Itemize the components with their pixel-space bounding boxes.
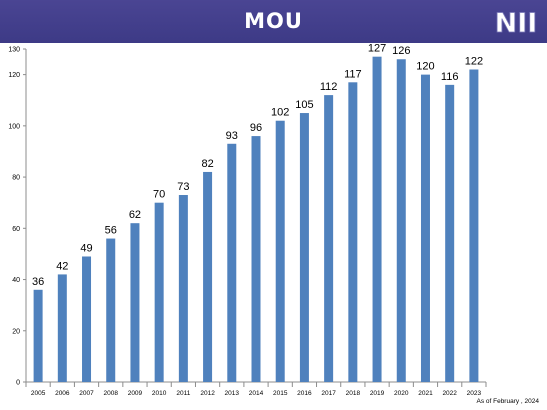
y-tick-label: 80 (12, 175, 20, 182)
footnote: As of February , 2024 (476, 398, 539, 405)
title-banner (0, 0, 547, 43)
data-label-2012: 82 (201, 158, 213, 170)
y-tick-label: 0 (16, 380, 20, 387)
x-tick-label: 2013 (225, 390, 240, 397)
data-label-2020: 126 (392, 45, 410, 57)
data-label-2006: 42 (56, 260, 68, 272)
x-tick-label: 2009 (128, 390, 143, 397)
bar-2007 (82, 256, 92, 382)
data-label-2015: 102 (271, 107, 289, 119)
data-label-2007: 49 (80, 242, 92, 254)
x-tick-label: 2005 (31, 390, 46, 397)
bar-2022 (445, 84, 455, 382)
x-tick-label: 2019 (370, 390, 385, 397)
bar-2023 (469, 69, 479, 382)
nii-logo-icon: NII (495, 8, 537, 36)
data-label-2019: 127 (368, 43, 386, 55)
data-label-2008: 56 (105, 225, 117, 237)
bar-2019 (372, 56, 382, 382)
data-label-2005: 36 (32, 276, 44, 288)
data-label-2014: 96 (250, 122, 262, 134)
x-tick-label: 2014 (249, 390, 264, 397)
x-tick-label: 2021 (418, 390, 433, 397)
bar-2006 (57, 274, 67, 382)
svg-text:NII: NII (495, 8, 537, 36)
x-tick-label: 2007 (79, 390, 94, 397)
data-label-2023: 122 (465, 55, 483, 67)
bar-2014 (251, 136, 261, 382)
x-tick-label: 2012 (200, 390, 215, 397)
y-axis: 0 20 40 60 80 100 120 130 (8, 47, 27, 387)
x-tick-label: 2008 (104, 390, 119, 397)
bar-2005 (33, 289, 43, 382)
bars (33, 56, 479, 383)
data-label-2011: 73 (177, 181, 189, 193)
bar-2012 (203, 171, 213, 382)
y-tick-label: 40 (12, 277, 20, 284)
y-tick-label: 130 (8, 47, 20, 54)
x-tick-label: 2015 (273, 390, 288, 397)
y-tick-label: 20 (12, 328, 20, 335)
bar-2015 (275, 120, 285, 382)
x-tick-label: 2017 (321, 390, 336, 397)
page-title: MOU (244, 9, 303, 33)
bar-2021 (420, 74, 430, 382)
x-tick-label: 2011 (176, 390, 190, 397)
y-tick-label: 100 (8, 123, 20, 130)
x-tick-label: 2018 (346, 390, 361, 397)
y-tick-label: 60 (12, 226, 20, 233)
bar-2020 (396, 59, 406, 382)
bar-2017 (324, 95, 334, 382)
bar-2018 (348, 82, 358, 383)
bar-2011 (178, 195, 188, 382)
data-label-2022: 116 (441, 71, 459, 83)
x-tick-label: 2023 (467, 390, 482, 397)
data-label-2017: 112 (320, 81, 338, 93)
x-tick-label: 2020 (394, 390, 409, 397)
data-label-2009: 62 (129, 209, 141, 221)
data-labels: 36 42 49 56 62 70 73 82 93 96 102 105 112 117 127 126 12… (32, 43, 483, 288)
bar-2016 (299, 113, 309, 383)
data-label-2018: 117 (344, 68, 362, 80)
bar-2010 (154, 202, 164, 382)
y-tick-label: 120 (8, 72, 20, 79)
bar-2009 (130, 223, 140, 382)
x-axis: 2005 2006 2007 2008 2009 2010 2011 2012 2013 2014… (25, 381, 487, 397)
data-label-2013: 93 (226, 130, 238, 142)
x-tick-label: 2016 (297, 390, 312, 397)
bar-2008 (106, 238, 116, 382)
data-label-2010: 70 (153, 189, 165, 201)
x-tick-label: 2006 (55, 390, 70, 397)
x-tick-label: 2022 (442, 390, 457, 397)
data-label-2021: 120 (416, 61, 434, 73)
x-tick-label: 2010 (152, 390, 167, 397)
data-label-2016: 105 (295, 99, 313, 111)
bar-2013 (227, 143, 237, 382)
